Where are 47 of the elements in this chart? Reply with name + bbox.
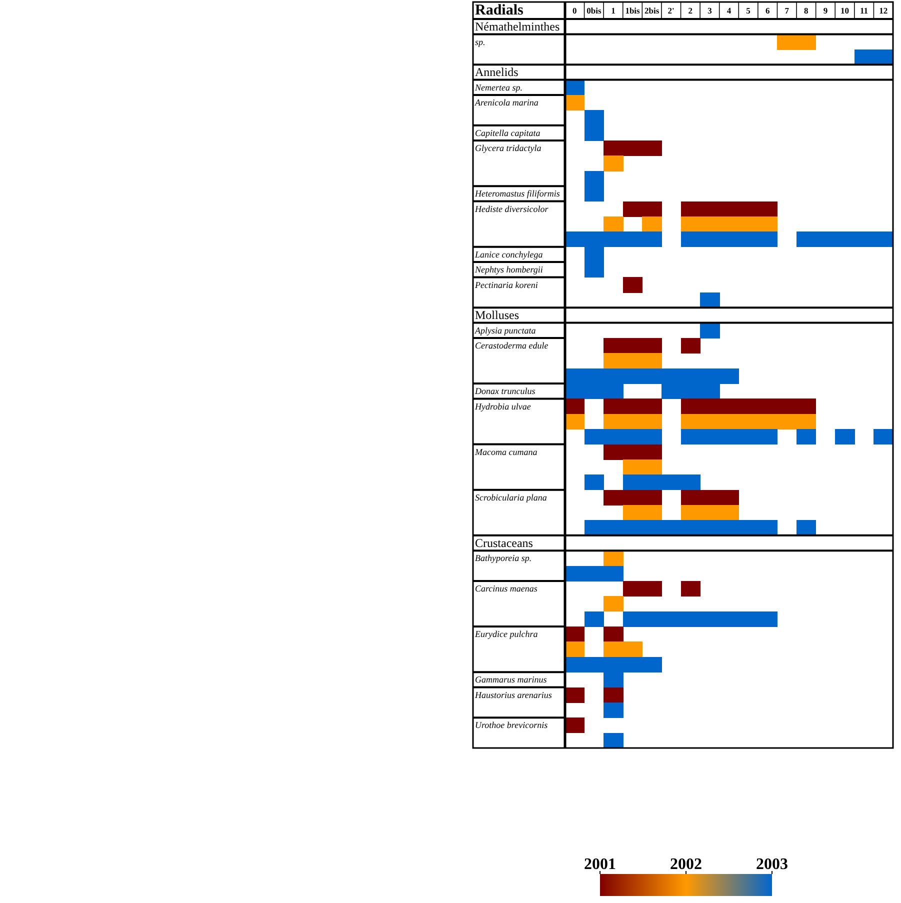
- x-tick-label: 2': [668, 6, 674, 16]
- x-tick-label: 5: [746, 6, 750, 16]
- y-tick-label: Arenicola marina: [474, 98, 539, 108]
- x-axis-title: Radials: [475, 2, 524, 18]
- y-tick-label: Haustorius arenarius: [474, 690, 552, 700]
- x-tick-label: 0bis: [586, 6, 602, 16]
- x-tick-label: 3: [708, 6, 712, 16]
- x-tick-label: 7: [784, 6, 790, 16]
- x-tick-label: 9: [823, 6, 828, 16]
- x-tick-label: 6: [765, 6, 770, 16]
- y-tick-label: Nemertea sp.: [474, 82, 522, 92]
- x-tick-label: 1bis: [625, 6, 641, 16]
- x-tick-label: 2: [688, 6, 693, 16]
- y-tick-label: Donax trunculus: [474, 386, 536, 396]
- y-tick-label: Hediste diversicolor: [474, 204, 549, 214]
- y-tick-label: Lanice conchylega: [474, 249, 544, 260]
- y-tick-label: Molluses: [475, 308, 520, 322]
- x-tick-label: 1: [611, 6, 616, 16]
- y-tick-label: Heteromastus filiformis: [474, 188, 560, 199]
- color-bar-label: 2002: [670, 856, 702, 873]
- y-tick-label: Pectinaria koreni: [474, 280, 538, 290]
- y-tick-label: Glycera tridactyla: [475, 143, 542, 154]
- y-tick-label: Nephtys hombergii: [474, 264, 544, 275]
- y-tick-label: Cerastoderma edule: [475, 340, 548, 351]
- color-bar-label: 2003: [756, 856, 788, 873]
- y-tick-label: Eurydice pulchra: [474, 629, 538, 640]
- y-tick-label: Hydrobia ulvae: [474, 401, 531, 412]
- y-tick-label: sp.: [475, 36, 486, 47]
- x-tick-label: 10: [840, 6, 850, 16]
- y-tick-label: Crustaceans: [475, 536, 534, 550]
- y-tick-label: Macoma cumana: [474, 446, 538, 457]
- y-tick-label: Gammarus marinus: [475, 674, 548, 685]
- x-tick-label: 8: [804, 6, 808, 16]
- y-tick-label: Annelids: [475, 65, 519, 80]
- y-tick-label: Urothoe brevicornis: [475, 720, 548, 730]
- y-tick-label: Capitella capitata: [475, 128, 541, 138]
- x-tick-label: 12: [879, 6, 888, 16]
- x-tick-label: 4: [726, 6, 732, 16]
- y-tick-label: Némathelminthes: [475, 20, 560, 34]
- x-tick-label: 2bis: [644, 6, 660, 16]
- color-bar-label: 2001: [584, 856, 616, 873]
- y-tick-label: Bathyporeia sp.: [475, 553, 532, 564]
- x-tick-label: 11: [860, 6, 868, 16]
- x-tick-label: 0: [572, 6, 577, 16]
- y-tick-label: Carcinus maenas: [475, 584, 538, 594]
- y-tick-label: Aplysia punctata: [474, 325, 536, 336]
- y-tick-label: Scrobicularia plana: [475, 492, 548, 502]
